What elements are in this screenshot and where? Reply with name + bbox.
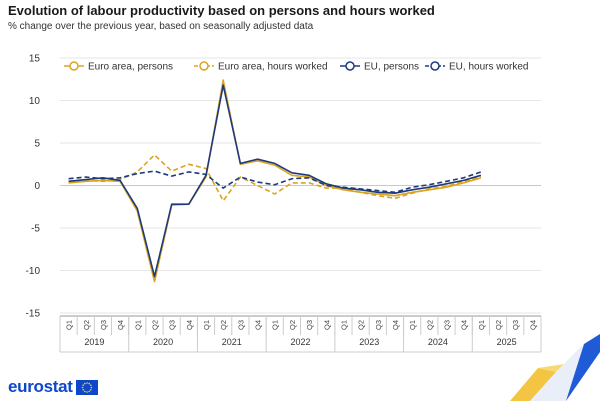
series-line: [68, 79, 482, 283]
year-label: 2023: [359, 337, 379, 347]
legend-marker: [199, 61, 209, 71]
quarter-label: Q2: [425, 320, 434, 330]
quarter-label: Q2: [150, 320, 159, 330]
quarter-label: Q1: [477, 320, 486, 330]
quarter-label: Q1: [65, 320, 74, 330]
quarter-label: Q3: [374, 320, 383, 330]
year-label: 2022: [290, 337, 310, 347]
quarter-label: Q1: [271, 320, 280, 330]
quarter-label: Q3: [443, 320, 452, 330]
quarter-label: Q1: [133, 320, 142, 330]
quarter-label: Q1: [202, 320, 211, 330]
quarter-label: Q2: [219, 320, 228, 330]
y-tick-label: -10: [26, 266, 41, 277]
quarter-label: Q2: [357, 320, 366, 330]
quarter-label: Q2: [494, 320, 503, 330]
y-tick-label: 0: [34, 181, 40, 192]
y-tick-label: -5: [31, 224, 40, 235]
decorative-ribbon-icon: [510, 334, 600, 401]
year-label: 2024: [428, 337, 448, 347]
series-line: [68, 84, 482, 278]
quarter-label: Q3: [511, 320, 520, 330]
eurostat-logo-text: eurostat: [8, 377, 73, 396]
year-label: 2025: [497, 337, 517, 347]
y-tick-label: 10: [29, 96, 41, 107]
legend-label: Euro area, persons: [88, 62, 173, 73]
year-label: 2019: [84, 337, 104, 347]
legend-label: Euro area, hours worked: [218, 62, 328, 73]
quarter-label: Q4: [254, 320, 263, 330]
y-tick-label: -15: [26, 309, 41, 320]
quarter-label: Q4: [460, 320, 469, 330]
legend-marker: [430, 61, 440, 71]
quarter-label: Q3: [168, 320, 177, 330]
quarter-label: Q4: [528, 320, 537, 330]
quarter-label: Q3: [99, 320, 108, 330]
quarter-label: Q4: [322, 320, 331, 330]
quarter-label: Q1: [408, 320, 417, 330]
quarter-label: Q2: [288, 320, 297, 330]
quarter-label: Q3: [236, 320, 245, 330]
quarter-label: Q4: [185, 320, 194, 330]
legend-marker: [345, 61, 355, 71]
year-label: 2020: [153, 337, 173, 347]
legend-marker: [69, 61, 79, 71]
quarter-label: Q4: [391, 320, 400, 330]
chart-subtitle: % change over the previous year, based o…: [8, 21, 314, 32]
eu-flag-icon: [75, 379, 98, 395]
series-line: [68, 170, 482, 194]
quarter-label: Q4: [116, 320, 125, 330]
year-label: 2021: [222, 337, 242, 347]
y-tick-label: 5: [34, 139, 40, 150]
chart-title: Evolution of labour productivity based o…: [8, 3, 435, 18]
quarter-label: Q1: [339, 320, 348, 330]
legend-label: EU, persons: [364, 62, 419, 73]
series-line: [68, 154, 482, 202]
quarter-label: Q2: [82, 320, 91, 330]
y-tick-label: 15: [29, 54, 41, 65]
legend-label: EU, hours worked: [449, 62, 528, 73]
eurostat-logo: eurostat: [8, 377, 98, 397]
quarter-label: Q3: [305, 320, 314, 330]
